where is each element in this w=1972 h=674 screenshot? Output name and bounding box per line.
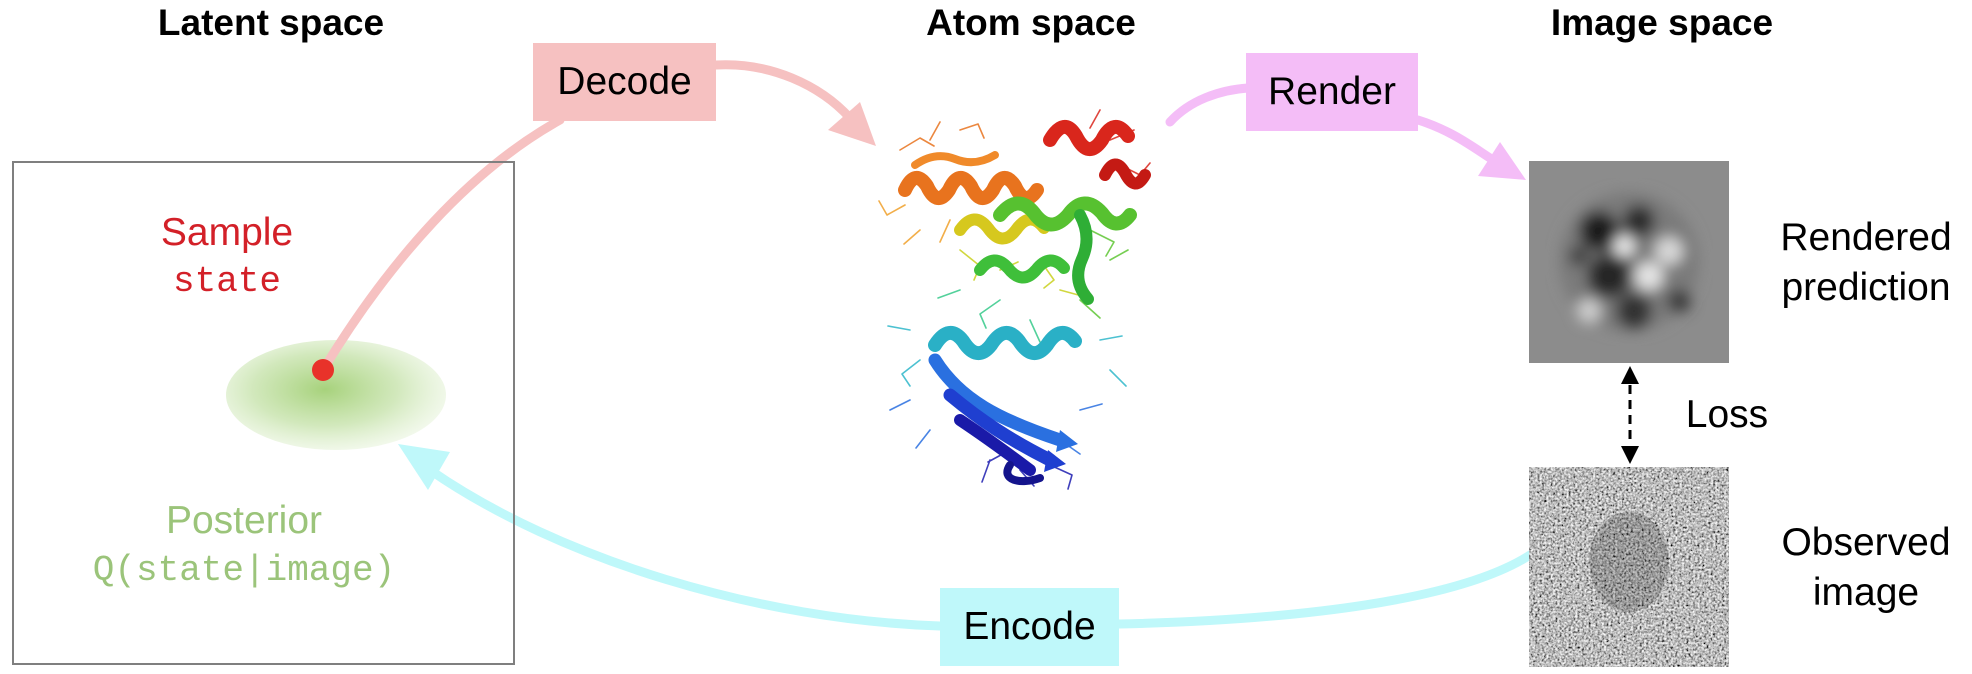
image-space-heading: Image space (1550, 2, 1774, 43)
encode-arrow-tail (425, 465, 945, 631)
state-label: state (172, 261, 282, 302)
sample-label: Sample (160, 211, 294, 254)
render-arrow (1165, 83, 1253, 127)
encode-label: Encode (940, 588, 1119, 666)
posterior-formula: Q(state|image) (92, 550, 396, 591)
decode-arrow-tail (711, 60, 855, 123)
posterior-label: Posterior (165, 499, 323, 542)
observed-image-label: Observed image (1781, 518, 1950, 618)
posterior-distribution (226, 340, 446, 450)
encode-arrowhead (398, 444, 450, 490)
render-label: Render (1246, 53, 1418, 131)
render-arrowhead (1478, 142, 1526, 180)
observed-image (1529, 467, 1729, 667)
rendered-line-1: Rendered (1780, 216, 1952, 259)
render-arrow-tail (1413, 115, 1495, 163)
rendered-line-2: prediction (1781, 266, 1951, 309)
rendered-prediction-label: Rendered prediction (1780, 213, 1951, 313)
atom-space-heading: Atom space (926, 2, 1136, 43)
protein-structure (878, 109, 1151, 490)
encode-arrow (1114, 550, 1535, 629)
observed-line-2: image (1812, 571, 1920, 614)
decode-arrowhead (828, 102, 876, 146)
latent-space-box (12, 161, 515, 665)
decode-label: Decode (533, 43, 716, 121)
decode-arrow (318, 115, 565, 375)
rendered-prediction-image (1529, 161, 1729, 363)
latent-space-heading: Latent space (157, 2, 385, 43)
loss-label: Loss (1685, 393, 1769, 436)
observed-line-1: Observed (1781, 521, 1951, 564)
loss-arrow (1621, 366, 1639, 464)
sample-point (312, 359, 334, 381)
